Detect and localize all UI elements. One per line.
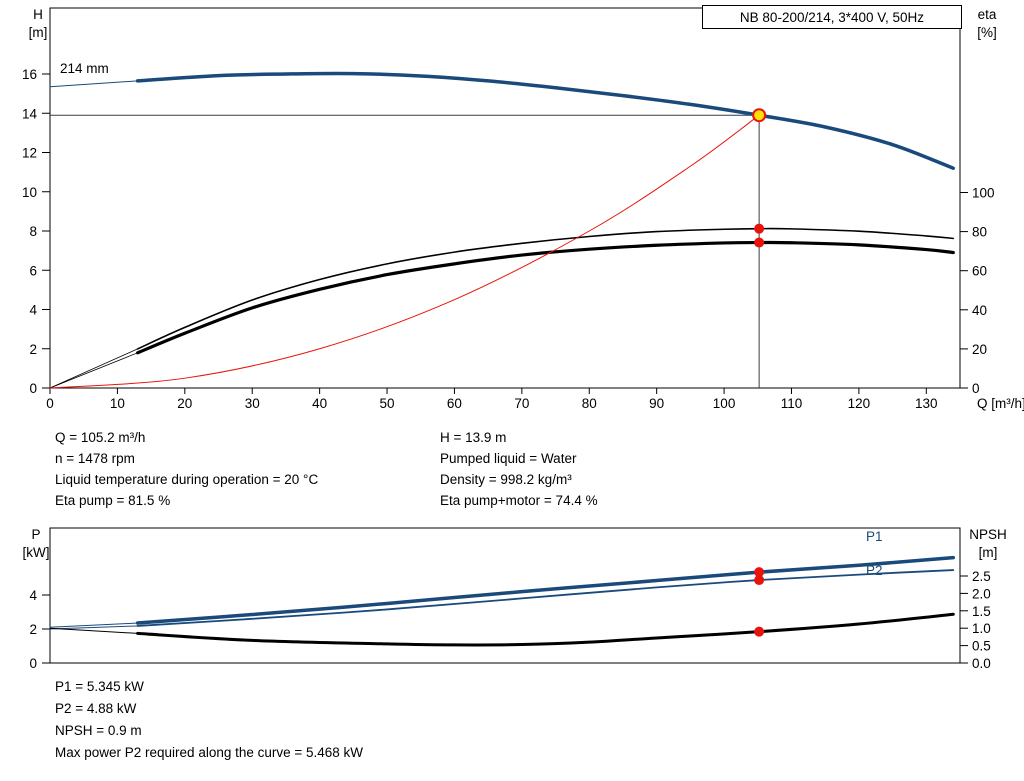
- npsh-tick-label: 0.0: [972, 656, 991, 671]
- eta-pump-curve: [136, 227, 955, 350]
- q-tick-label: 110: [781, 396, 803, 411]
- h-axis-title-symbol: H: [33, 7, 43, 22]
- h-tick-label: 8: [29, 224, 37, 239]
- npsh-tick-label: 2.0: [972, 586, 991, 601]
- eta-tick-label: 100: [972, 186, 995, 201]
- q-tick-label: 120: [848, 396, 871, 411]
- q-tick-label: 80: [582, 396, 597, 411]
- info-eta-pump: Eta pump = 81.5 %: [55, 493, 171, 508]
- duty-point-marker: [752, 108, 767, 123]
- eta-axis-title-unit: [%]: [977, 25, 997, 40]
- npsh-tick-label: 2.5: [972, 569, 991, 584]
- pump-title-box: NB 80-200/214, 3*400 V, 50Hz: [702, 5, 962, 29]
- q-tick-label: 50: [380, 396, 395, 411]
- q-tick-label: 90: [649, 396, 664, 411]
- q-tick-label: 10: [110, 396, 125, 411]
- q-axis-title: Q [m³/h]: [977, 396, 1024, 411]
- impeller-size-label: 214 mm: [60, 61, 109, 76]
- npsh-axis-title-unit: [m]: [978, 545, 998, 560]
- h-tick-label: 14: [22, 106, 38, 121]
- q-tick-label: 0: [46, 396, 54, 411]
- q-tick-label: 30: [245, 396, 260, 411]
- system-curve-curve: [49, 114, 760, 389]
- q-tick-label: 130: [915, 396, 938, 411]
- p-axis-title-unit: [kW]: [22, 545, 50, 560]
- head-lead-curve: [49, 80, 139, 88]
- p2-curve: [136, 569, 955, 627]
- q-tick-label: 60: [447, 396, 462, 411]
- info-n: n = 1478 rpm: [55, 451, 135, 466]
- npsh-curve: [136, 612, 955, 647]
- bottom-plot-frame: [49, 527, 961, 664]
- head-curve: [135, 71, 956, 170]
- eta-tick-label: 60: [972, 264, 987, 279]
- info-npsh: NPSH = 0.9 m: [55, 723, 142, 738]
- p2-curve-label: P2: [866, 563, 883, 578]
- power-operating-point-dot: [754, 626, 765, 637]
- info-temp: Liquid temperature during operation = 20…: [55, 472, 319, 487]
- eta-axis-title-symbol: eta: [977, 7, 997, 22]
- npsh-tick-label: 1.0: [972, 621, 991, 636]
- p-tick-label: 0: [29, 656, 37, 671]
- h-tick-label: 4: [29, 303, 37, 318]
- eta-axis-title: eta [%]: [962, 6, 1012, 42]
- h-tick-label: 16: [22, 67, 37, 82]
- p1-curve-label: P1: [866, 529, 883, 544]
- info-q: Q = 105.2 m³/h: [55, 430, 146, 445]
- info-p1: P1 = 5.345 kW: [55, 679, 144, 694]
- p1-curve: [135, 555, 956, 625]
- info-p2: P2 = 4.88 kW: [55, 701, 137, 716]
- h-axis-title: H [m]: [16, 6, 60, 42]
- power-operating-point-dot: [754, 567, 765, 578]
- h-tick-label: 2: [29, 342, 37, 357]
- p1-lead-curve: [49, 622, 139, 628]
- eta-operating-point-dot: [754, 223, 765, 234]
- p-tick-label: 2: [29, 622, 37, 637]
- info-density: Density = 998.2 kg/m³: [440, 472, 572, 487]
- h-tick-label: 6: [29, 263, 37, 278]
- h-tick-label: 10: [22, 185, 37, 200]
- npsh-tick-label: 0.5: [972, 639, 991, 654]
- power-operating-point-dot: [754, 575, 765, 586]
- info-liquid: Pumped liquid = Water: [440, 451, 577, 466]
- eta-pump-motor-curve: [136, 240, 955, 355]
- eta-tick-label: 20: [972, 342, 987, 357]
- eta-operating-point-dot: [754, 237, 765, 248]
- npsh-axis-title: NPSH [m]: [958, 526, 1018, 562]
- top-plot-frame: [49, 7, 961, 389]
- eta-pump-lead-curve: [49, 348, 139, 389]
- eta-pump-motor-lead-curve: [49, 352, 139, 389]
- info-h: H = 13.9 m: [440, 430, 507, 445]
- p-tick-label: 4: [29, 588, 37, 603]
- p2-lead-curve: [49, 625, 139, 630]
- q-tick-label: 20: [177, 396, 192, 411]
- p-axis-title: P [kW]: [12, 526, 60, 562]
- h-tick-label: 0: [29, 381, 37, 396]
- npsh-tick-label: 1.5: [972, 604, 991, 619]
- p-axis-title-symbol: P: [31, 527, 41, 542]
- eta-tick-label: 80: [972, 225, 987, 240]
- npsh-axis-title-symbol: NPSH: [969, 527, 1007, 542]
- info-max-p2: Max power P2 required along the curve = …: [55, 745, 364, 760]
- q-tick-label: 70: [514, 396, 529, 411]
- npsh-lead-curve: [49, 627, 139, 634]
- q-tick-label: 100: [713, 396, 736, 411]
- h-axis-title-unit: [m]: [28, 25, 48, 40]
- eta-tick-label: 0: [972, 381, 980, 396]
- eta-tick-label: 40: [972, 303, 987, 318]
- info-eta-pump-motor: Eta pump+motor = 74.4 %: [440, 493, 598, 508]
- h-tick-label: 12: [22, 146, 37, 161]
- q-tick-label: 40: [312, 396, 327, 411]
